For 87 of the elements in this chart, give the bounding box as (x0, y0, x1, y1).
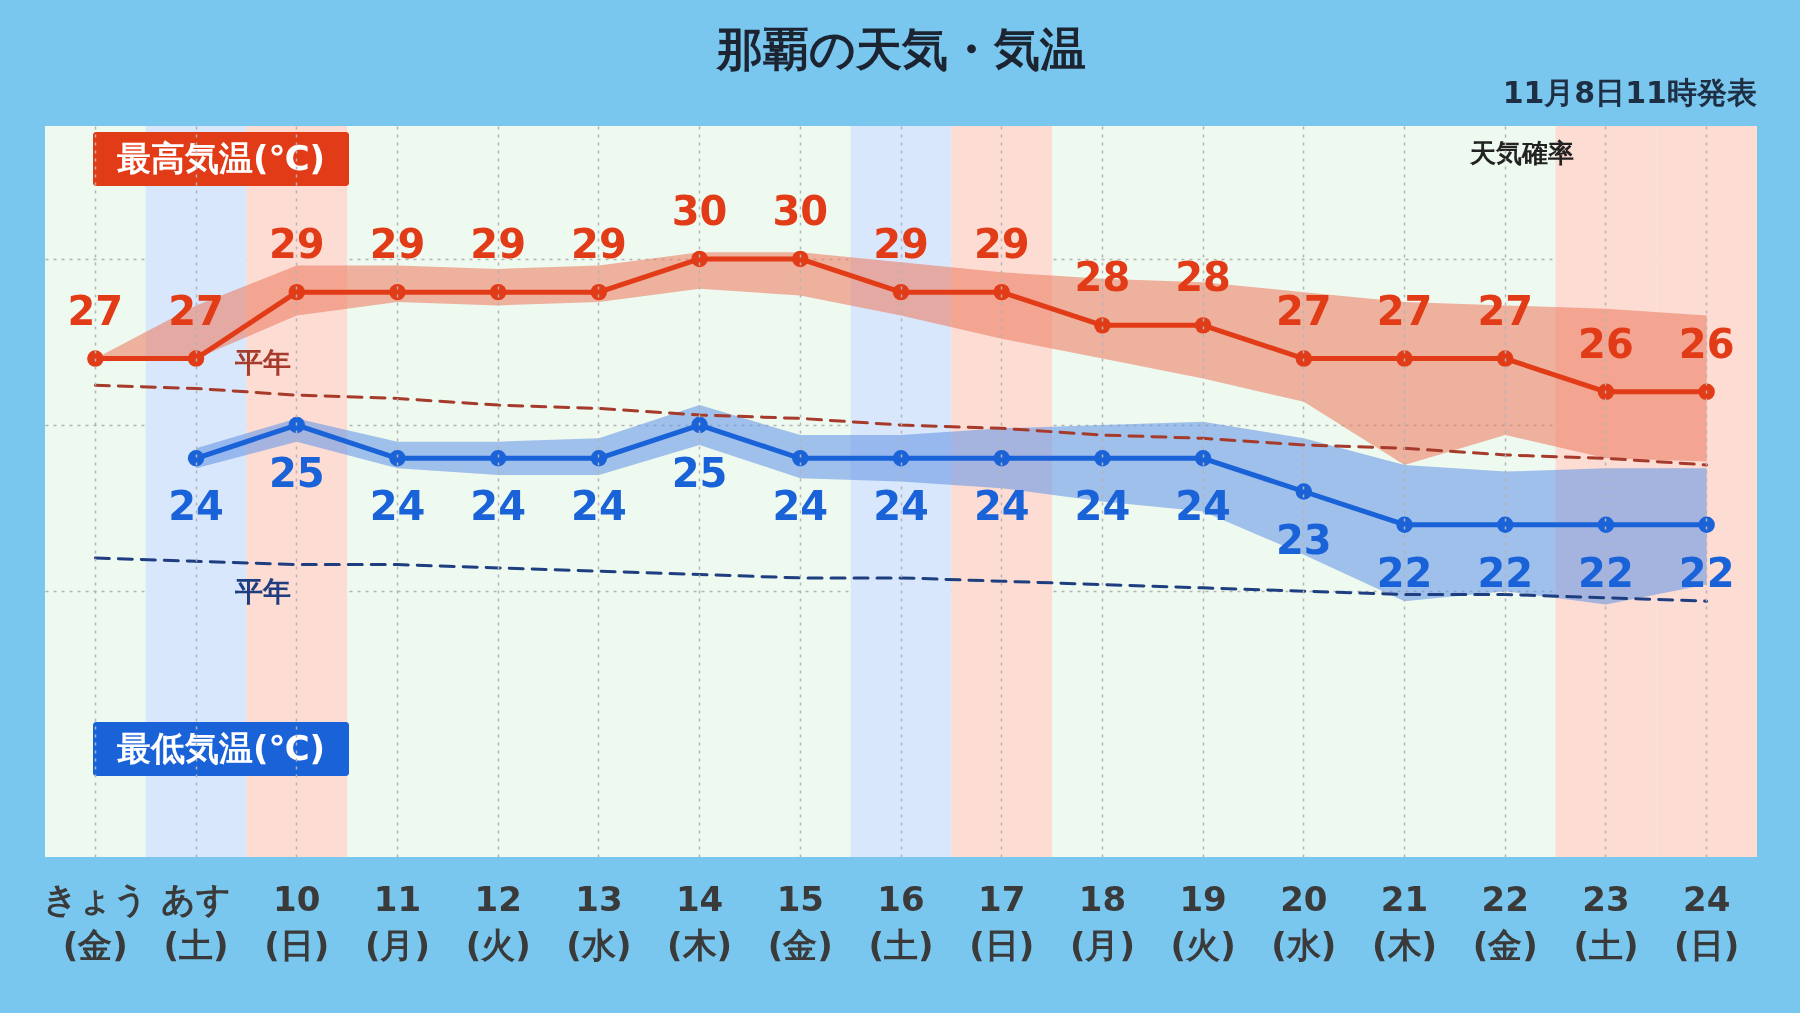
point (288, 283, 305, 301)
point (1194, 450, 1212, 467)
data-label: 29 (470, 221, 527, 268)
point (590, 283, 608, 301)
x-tick-label: 11 (月) (364, 878, 431, 965)
point (1497, 516, 1514, 533)
x-tick-label: 20 (水) (1271, 878, 1337, 965)
data-label: 23 (1275, 516, 1332, 563)
text: 最低気温(℃) (116, 728, 326, 768)
data-label: 26 (1678, 320, 1735, 367)
data-label: 24 (168, 483, 224, 530)
point (590, 450, 608, 467)
x-tick-label: 13 (水) (566, 878, 632, 965)
point (691, 250, 708, 268)
data-label: 24 (571, 483, 627, 530)
x-tick-label: 10 (日) (264, 878, 330, 965)
point (1597, 383, 1615, 401)
data-label: 26 (1578, 320, 1634, 367)
annotation: 天気確率 (1469, 138, 1574, 168)
point (1698, 383, 1715, 401)
point (489, 283, 507, 301)
data-label: 22 (1376, 549, 1433, 596)
point (792, 250, 809, 268)
text: 11月8日11時発表 (1502, 75, 1757, 110)
point (993, 283, 1010, 301)
point (1698, 516, 1715, 533)
point (1396, 350, 1413, 367)
point (691, 416, 708, 434)
data-label: 29 (571, 221, 627, 268)
data-label: 28 (1175, 254, 1231, 301)
data-label: 22 (1578, 549, 1634, 596)
point (489, 450, 507, 467)
point (1597, 516, 1615, 533)
data-label: 30 (772, 187, 829, 234)
x-tick-label: 16 (土) (868, 878, 934, 965)
x-tick-label: きょう (金) (42, 878, 148, 965)
x-tick-label: あす (土) (161, 878, 232, 965)
data-label: 24 (873, 483, 929, 530)
x-tick-label: 21 (木) (1371, 878, 1438, 965)
data-label: 22 (1678, 549, 1735, 596)
data-label: 24 (973, 483, 1030, 530)
data-label: 24 (470, 483, 527, 530)
data-label: 25 (671, 450, 728, 497)
data-label: 30 (671, 187, 728, 234)
x-tick-label: 24 (日) (1674, 878, 1740, 965)
data-label: 24 (772, 483, 829, 530)
data-label: 29 (873, 221, 929, 268)
data-label: 29 (369, 221, 426, 268)
data-label: 28 (1074, 254, 1131, 301)
point (87, 350, 104, 367)
data-label: 22 (1477, 549, 1534, 596)
chart-title: 那覇の天気・気温 (714, 22, 1086, 76)
x-tick-label: 12 (火) (465, 878, 531, 965)
x-tick-label: 22 (金) (1472, 878, 1538, 965)
point (792, 450, 809, 467)
data-label: 27 (1275, 287, 1332, 334)
point (187, 350, 205, 367)
x-tick-label: 14 (木) (667, 878, 733, 965)
point (1094, 317, 1111, 334)
x-tick-label: 23 (土) (1573, 878, 1639, 965)
x-tick-label: 18 (月) (1069, 878, 1135, 965)
data-label: 24 (1074, 483, 1131, 530)
data-label: 29 (268, 221, 325, 268)
text: 最高気温(℃) (116, 138, 326, 178)
point (1295, 483, 1313, 500)
point (1396, 516, 1413, 533)
point (389, 450, 406, 467)
x-tick-label: 15 (金) (767, 878, 833, 965)
x-tick-label: 19 (火) (1170, 878, 1236, 965)
point (1094, 450, 1111, 467)
data-label: 27 (67, 287, 124, 334)
point (1295, 350, 1313, 367)
series-label: 平年 (234, 575, 292, 609)
series-label: 平年 (234, 346, 292, 380)
point (892, 450, 910, 467)
x-tick-label: 17 (日) (969, 878, 1035, 965)
point (288, 416, 305, 434)
point (1497, 350, 1514, 367)
data-label: 29 (973, 221, 1030, 268)
point (389, 283, 406, 301)
point (187, 450, 205, 467)
data-label: 27 (1376, 287, 1433, 334)
point (993, 450, 1010, 467)
data-label: 25 (268, 450, 325, 497)
data-label: 24 (369, 483, 426, 530)
point (1194, 317, 1212, 334)
point (892, 283, 910, 301)
